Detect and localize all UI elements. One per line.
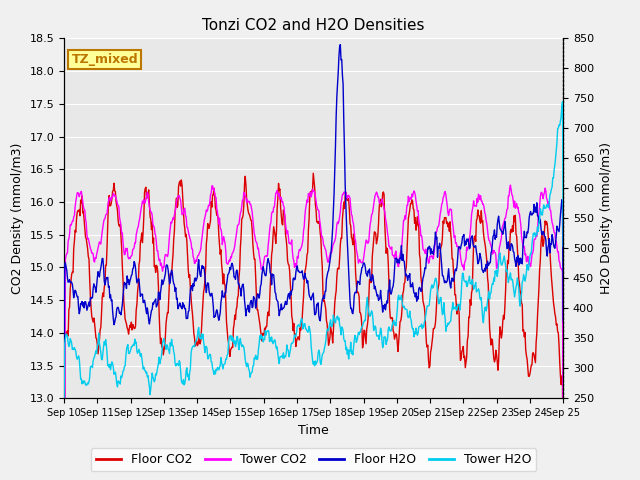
Legend: Floor CO2, Tower CO2, Floor H2O, Tower H2O: Floor CO2, Tower CO2, Floor H2O, Tower H… [91, 448, 536, 471]
Text: TZ_mixed: TZ_mixed [72, 53, 138, 66]
Title: Tonzi CO2 and H2O Densities: Tonzi CO2 and H2O Densities [202, 18, 425, 33]
X-axis label: Time: Time [298, 424, 329, 437]
Y-axis label: CO2 Density (mmol/m3): CO2 Density (mmol/m3) [11, 143, 24, 294]
Y-axis label: H2O Density (mmol/m3): H2O Density (mmol/m3) [600, 143, 612, 294]
